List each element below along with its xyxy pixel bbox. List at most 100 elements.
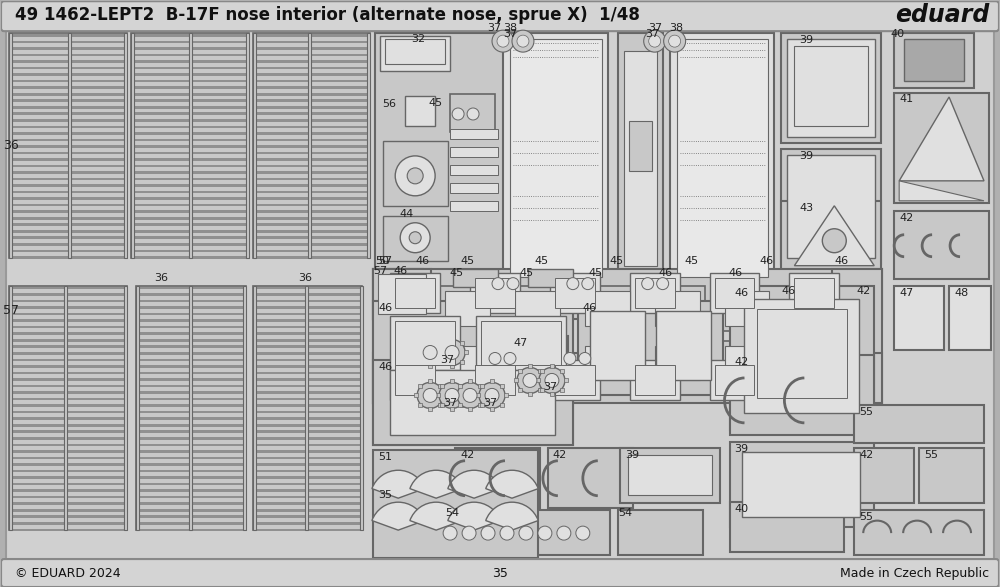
Text: 37: 37 bbox=[649, 23, 663, 33]
Text: 39: 39 bbox=[799, 35, 814, 45]
Circle shape bbox=[439, 339, 465, 366]
Bar bbox=[508, 336, 568, 390]
Bar bbox=[138, 378, 244, 381]
Bar bbox=[715, 366, 754, 396]
Bar bbox=[730, 442, 874, 527]
Text: 46: 46 bbox=[781, 286, 796, 296]
Bar bbox=[854, 406, 984, 443]
Bar bbox=[470, 360, 520, 400]
Bar bbox=[11, 41, 125, 43]
Bar bbox=[11, 54, 125, 56]
Bar bbox=[450, 336, 454, 340]
Bar bbox=[445, 510, 610, 555]
Bar bbox=[470, 272, 520, 312]
Bar bbox=[255, 132, 368, 134]
Bar bbox=[650, 286, 705, 330]
Circle shape bbox=[452, 108, 464, 120]
Bar bbox=[949, 286, 991, 350]
Bar bbox=[464, 393, 468, 397]
Bar bbox=[11, 372, 125, 375]
Text: 38: 38 bbox=[503, 23, 517, 33]
Bar bbox=[255, 47, 368, 50]
Text: 45: 45 bbox=[589, 268, 603, 278]
Bar bbox=[560, 389, 564, 392]
Bar bbox=[255, 34, 368, 37]
Bar bbox=[894, 286, 944, 350]
Text: 41: 41 bbox=[899, 94, 913, 104]
Circle shape bbox=[492, 278, 504, 289]
Bar bbox=[11, 470, 125, 473]
Bar bbox=[787, 155, 875, 258]
Circle shape bbox=[517, 367, 543, 393]
Bar bbox=[11, 444, 125, 446]
Bar bbox=[133, 230, 247, 232]
Bar bbox=[418, 360, 422, 365]
Bar bbox=[11, 391, 125, 394]
Bar bbox=[550, 272, 600, 312]
Bar bbox=[138, 430, 244, 433]
Bar bbox=[555, 366, 595, 396]
Text: 42: 42 bbox=[460, 450, 474, 460]
Bar bbox=[504, 393, 508, 397]
Bar bbox=[383, 216, 448, 261]
Circle shape bbox=[582, 278, 594, 289]
Bar bbox=[460, 383, 464, 387]
Circle shape bbox=[579, 352, 591, 365]
Bar bbox=[255, 378, 360, 381]
Bar bbox=[133, 256, 247, 259]
Bar bbox=[11, 490, 125, 492]
Bar bbox=[133, 217, 247, 220]
Bar bbox=[414, 350, 418, 355]
Bar bbox=[11, 145, 125, 148]
Bar bbox=[255, 54, 368, 56]
Circle shape bbox=[492, 30, 514, 52]
Bar bbox=[373, 360, 573, 446]
Bar bbox=[138, 515, 244, 518]
Bar bbox=[255, 210, 368, 213]
Bar bbox=[138, 319, 244, 322]
Bar bbox=[515, 346, 560, 380]
Bar bbox=[373, 269, 882, 319]
Bar bbox=[468, 379, 472, 383]
Bar bbox=[253, 286, 362, 530]
Bar bbox=[138, 346, 244, 348]
Bar bbox=[478, 383, 482, 387]
Bar bbox=[464, 350, 468, 355]
Bar bbox=[138, 391, 244, 394]
Text: 45: 45 bbox=[610, 256, 624, 266]
Bar bbox=[580, 340, 635, 386]
Bar bbox=[11, 204, 125, 207]
Bar bbox=[255, 417, 360, 420]
Bar bbox=[445, 346, 490, 380]
Bar bbox=[438, 360, 442, 365]
Text: 48: 48 bbox=[954, 288, 968, 298]
Bar bbox=[308, 33, 311, 258]
Bar bbox=[405, 96, 435, 126]
Bar bbox=[450, 407, 454, 411]
Bar bbox=[478, 403, 482, 407]
Bar bbox=[475, 366, 515, 396]
Polygon shape bbox=[899, 181, 984, 201]
Bar bbox=[11, 319, 125, 322]
Bar bbox=[548, 448, 633, 508]
Bar bbox=[133, 191, 247, 193]
Bar bbox=[503, 33, 608, 282]
Bar bbox=[133, 184, 247, 187]
Bar bbox=[458, 403, 462, 407]
Circle shape bbox=[485, 389, 499, 402]
Bar bbox=[436, 393, 440, 397]
Bar bbox=[757, 309, 847, 399]
Circle shape bbox=[657, 278, 669, 289]
Bar bbox=[255, 197, 368, 200]
Text: 45: 45 bbox=[535, 256, 549, 266]
Bar bbox=[585, 291, 630, 326]
Bar bbox=[255, 237, 368, 239]
Bar bbox=[255, 119, 368, 122]
Bar bbox=[255, 384, 360, 387]
Circle shape bbox=[439, 382, 465, 409]
Bar bbox=[255, 256, 368, 259]
Text: Made in Czech Republic: Made in Czech Republic bbox=[840, 566, 989, 579]
Bar bbox=[460, 403, 464, 407]
Bar bbox=[635, 366, 675, 396]
Bar bbox=[11, 339, 125, 342]
